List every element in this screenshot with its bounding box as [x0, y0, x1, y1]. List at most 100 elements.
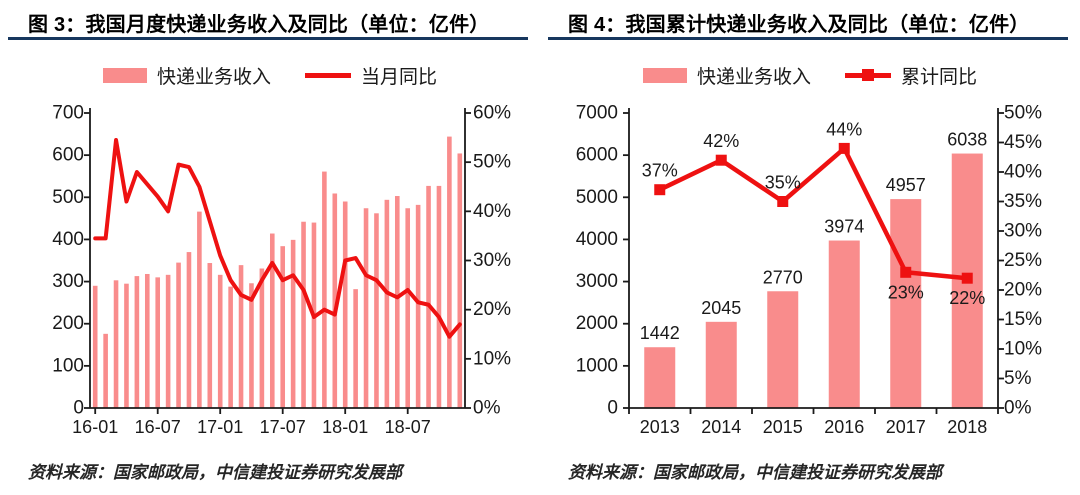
x-axis-tick-label: 17-07	[260, 417, 306, 437]
yoy-line-marker	[715, 154, 727, 166]
revenue-bar	[186, 252, 192, 408]
line-value-label: 22%	[949, 288, 985, 308]
revenue-bar	[342, 201, 348, 408]
right-axis-tick-label: 40%	[473, 201, 511, 222]
right-axis-tick-label: 20%	[473, 299, 511, 320]
x-axis-category-label: 2013	[640, 417, 680, 437]
revenue-bar	[238, 265, 244, 408]
right-axis-tick-label: 15%	[1004, 309, 1042, 330]
revenue-bar	[207, 263, 213, 408]
yoy-line-marker	[900, 266, 912, 278]
yoy-line	[93, 138, 462, 339]
revenue-bar	[705, 321, 737, 408]
right-axis-tick-label: 35%	[1004, 191, 1042, 212]
yoy-line	[657, 146, 970, 281]
left-axis-tick-label: 0	[607, 398, 618, 419]
figure4-title: 图 4：我国累计快递业务收入及同比（单位：亿件）	[568, 14, 1030, 36]
right-axis-tick-label: 30%	[1004, 221, 1042, 242]
revenue-bar	[259, 268, 265, 408]
revenue-bar	[322, 171, 327, 408]
x-axis-tick-label: 18-01	[322, 417, 368, 437]
legend-label-monthly-yoy: 当月同比	[361, 66, 438, 88]
legend-item-monthly-yoy: 当月同比	[305, 62, 437, 89]
left-axis-tick-label: 700	[52, 103, 84, 124]
revenue-bar	[828, 240, 860, 408]
revenue-bar	[394, 196, 400, 408]
line-value-label: 35%	[765, 173, 801, 193]
revenue-bar-swatch	[102, 67, 147, 83]
monthly-yoy-line-swatch	[305, 72, 351, 78]
x-axis-tick-label: 16-07	[135, 417, 181, 437]
left-axis-tick-label: 0	[73, 398, 84, 419]
cumulative-revenue-bar-swatch	[642, 67, 687, 83]
right-axis-tick-label: 45%	[1004, 132, 1042, 153]
legend-item-revenue-cumulative: 快递业务收入	[642, 62, 811, 89]
revenue-bar	[197, 211, 202, 408]
figure4-source: 资料来源：国家邮政局，中信建投证券研究发展部	[568, 463, 942, 482]
x-axis-tick-label: 17-01	[197, 417, 243, 437]
revenue-bar	[269, 233, 275, 408]
revenue-bar	[144, 273, 150, 408]
figure4-legend: 快递业务收入 累计同比	[540, 60, 1080, 90]
revenue-bar	[92, 285, 98, 408]
revenue-bar	[103, 333, 108, 408]
bar-value-label: 4957	[886, 175, 926, 195]
revenue-bar	[228, 286, 233, 408]
bar-value-label: 1442	[640, 323, 680, 343]
revenue-bar	[332, 193, 338, 408]
left-axis-tick-label: 4000	[576, 229, 618, 250]
revenue-bar	[384, 199, 390, 408]
left-axis-tick-label: 7000	[576, 103, 618, 124]
left-axis-tick-label: 400	[52, 229, 84, 250]
revenue-bar	[436, 185, 442, 408]
right-axis-tick-label: 40%	[1004, 162, 1042, 183]
line-value-label: 44%	[826, 119, 862, 139]
left-axis-tick-label: 2000	[576, 313, 618, 334]
revenue-bar	[134, 276, 140, 408]
figure4-title-rule	[548, 37, 1068, 40]
bar-value-label: 2045	[701, 298, 741, 318]
left-axis-tick-label: 6000	[576, 145, 618, 166]
left-axis-tick-label: 5000	[576, 187, 618, 208]
line-value-label: 42%	[703, 131, 739, 151]
revenue-bar	[890, 199, 922, 408]
revenue-bar	[374, 213, 379, 408]
cumulative-revenue-chart: 0 1000 2000 3000 4000 5000 6000 7000 0% 5% 10% 15% 2…	[576, 103, 1042, 438]
revenue-bar	[165, 274, 171, 408]
x-axis-category-label: 2014	[701, 417, 741, 437]
revenue-bar	[301, 221, 306, 408]
revenue-bar	[290, 239, 296, 408]
revenue-bar	[249, 283, 254, 408]
revenue-bar	[405, 208, 411, 408]
bar-value-label: 6038	[947, 130, 987, 150]
x-axis-tick-label: 16-01	[72, 417, 118, 437]
yoy-line-marker	[654, 184, 666, 196]
right-axis-tick-label: 10%	[473, 348, 511, 369]
legend-item-cumulative-yoy: 累计同比	[845, 62, 977, 89]
revenue-bar	[113, 280, 119, 408]
legend-label-cumulative-yoy: 累计同比	[901, 66, 978, 88]
bar-value-label: 2770	[763, 267, 803, 287]
right-axis-tick-label: 0%	[473, 398, 501, 419]
revenue-bar	[176, 262, 181, 408]
left-axis-tick-label: 600	[52, 145, 84, 166]
revenue-bar	[353, 289, 358, 408]
right-axis-tick-label: 10%	[1004, 339, 1042, 360]
panel-figure4: 图 4：我国累计快递业务收入及同比（单位：亿件） 快递业务收入 累计同比 0 10…	[540, 0, 1080, 495]
revenue-bar	[426, 185, 431, 408]
figure3-title: 图 3：我国月度快递业务收入及同比（单位：亿件）	[28, 14, 490, 36]
revenue-bar	[457, 153, 463, 408]
x-axis-category-label: 2017	[886, 417, 926, 437]
revenue-bar	[280, 246, 286, 408]
legend-item-revenue: 快递业务收入	[102, 62, 271, 89]
left-axis-tick-label: 3000	[576, 271, 618, 292]
line-value-label: 23%	[888, 282, 924, 302]
right-axis-tick-label: 0%	[1004, 398, 1032, 419]
legend-label-revenue-cumulative: 快递业务收入	[696, 66, 811, 88]
yoy-line-marker	[777, 196, 789, 207]
yoy-line-marker	[961, 272, 973, 284]
revenue-bar	[415, 204, 421, 408]
figure3-title-rule	[8, 37, 528, 40]
right-axis-tick-label: 60%	[473, 103, 511, 124]
revenue-bar	[124, 283, 129, 408]
